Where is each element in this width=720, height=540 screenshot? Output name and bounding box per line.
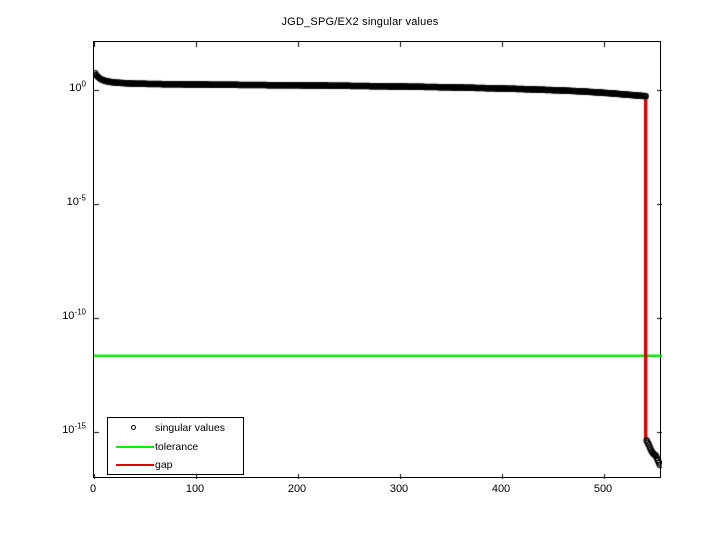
x-tick-label-0: 0 bbox=[89, 483, 97, 495]
y-tick-label-0: 100 bbox=[69, 79, 86, 94]
chart-title: JGD_SPG/EX2 singular values bbox=[281, 16, 439, 28]
y-tick-label-2: 10-10 bbox=[62, 307, 86, 322]
x-tick-label-1: 100 bbox=[185, 483, 205, 495]
legend-item-tolerance: tolerance bbox=[108, 438, 245, 457]
y-tick-label-3: 10-15 bbox=[62, 421, 86, 436]
x-tick-label-5: 500 bbox=[593, 483, 613, 495]
legend-label-tolerance: tolerance bbox=[155, 441, 199, 453]
plot-canvas bbox=[94, 42, 662, 479]
tolerance-line-icon bbox=[116, 446, 154, 448]
legend: singular values tolerance gap bbox=[107, 417, 244, 475]
legend-item-gap: gap bbox=[108, 456, 245, 475]
x-tick-label-2: 200 bbox=[287, 483, 307, 495]
x-tick-label-3: 300 bbox=[389, 483, 409, 495]
plot-area bbox=[93, 41, 662, 479]
gap-line-icon bbox=[116, 464, 154, 466]
legend-sample-gap-line bbox=[114, 456, 154, 475]
legend-sample-tolerance-line bbox=[114, 438, 154, 457]
legend-sample-marker bbox=[114, 419, 154, 438]
y-axis-tick-labels: 100 10-5 10-10 10-15 bbox=[24, 0, 86, 540]
legend-label-gap: gap bbox=[155, 459, 173, 471]
legend-label-singular-values: singular values bbox=[155, 422, 226, 434]
circle-marker-icon bbox=[131, 425, 136, 430]
y-tick-label-1: 10-5 bbox=[66, 193, 86, 208]
legend-item-singular-values: singular values bbox=[108, 419, 245, 438]
x-tick-label-4: 400 bbox=[491, 483, 511, 495]
